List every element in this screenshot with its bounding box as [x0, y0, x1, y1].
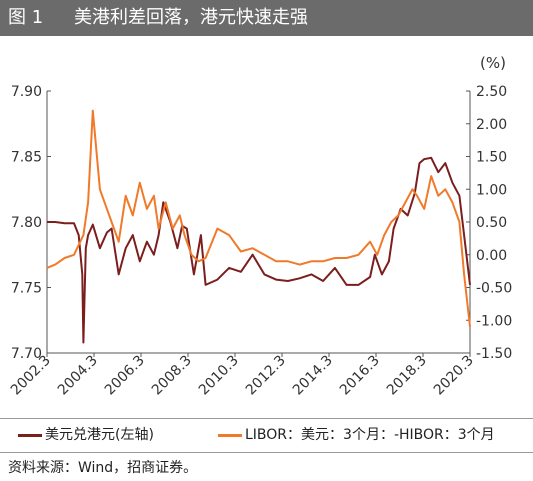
x-axis-tick-label: 2018.3 — [384, 353, 430, 399]
left-axis-tick-label: 7.70 — [11, 346, 42, 362]
right-axis-unit: (%) — [480, 54, 506, 72]
figure-number: 图 1 — [8, 7, 44, 28]
figure-title: 美港利差回落，港元快速走强 — [74, 7, 308, 28]
figure-title-bar: 图 1 美港利差回落，港元快速走强 — [0, 0, 533, 36]
legend-item-spread: LIBOR：美元：3个月：-HIBOR：3个月 — [218, 424, 495, 444]
legend-swatch-spread — [218, 433, 242, 437]
x-axis-tick-label: 2010.3 — [196, 353, 242, 399]
source-note: 资料来源：Wind，招商证券。 — [8, 460, 198, 476]
left-axis-tick-label: 7.80 — [11, 215, 42, 231]
x-axis-tick-label: 2020.3 — [431, 353, 477, 399]
legend-separator — [0, 418, 533, 419]
source-separator — [0, 452, 533, 453]
x-axis-tick-label: 2014.3 — [290, 353, 336, 399]
legend-item-hkd: 美元兑港元(左轴) — [18, 424, 154, 444]
right-axis-tick-label: 1.00 — [476, 182, 507, 198]
right-axis-tick-label: -1.00 — [476, 313, 512, 329]
right-axis-tick-label: 2.00 — [476, 117, 507, 133]
left-axis-tick-label: 7.75 — [11, 281, 42, 297]
x-axis-tick-label: 2008.3 — [149, 353, 195, 399]
x-axis-tick-label: 2004.3 — [55, 353, 101, 399]
legend-label-hkd: 美元兑港元(左轴) — [45, 427, 154, 443]
x-axis-tick-label: 2006.3 — [102, 353, 148, 399]
x-axis-tick-label: 2012.3 — [243, 353, 289, 399]
right-axis-tick-label: 0.00 — [476, 248, 507, 264]
series-line-hkd — [47, 156, 471, 344]
right-axis-tick-label: -1.50 — [476, 346, 512, 362]
right-axis-tick-label: -0.50 — [476, 281, 512, 297]
left-axis-tick-label: 7.85 — [11, 150, 42, 166]
right-axis-tick-label: 1.50 — [476, 150, 507, 166]
right-axis-tick-label: 0.50 — [476, 215, 507, 231]
right-axis-tick-label: 2.50 — [476, 84, 507, 100]
left-axis-tick-label: 7.90 — [11, 84, 42, 100]
legend-label-spread: LIBOR：美元：3个月：-HIBOR：3个月 — [245, 427, 495, 443]
line-chart: 7.90 7.85 7.80 7.75 7.70 2.50 2.00 1.50 1.00 0.50… — [8, 84, 512, 399]
legend-swatch-hkd — [18, 433, 42, 437]
series-line-spread — [46, 109, 471, 327]
x-axis-tick-label: 2016.3 — [337, 353, 383, 399]
